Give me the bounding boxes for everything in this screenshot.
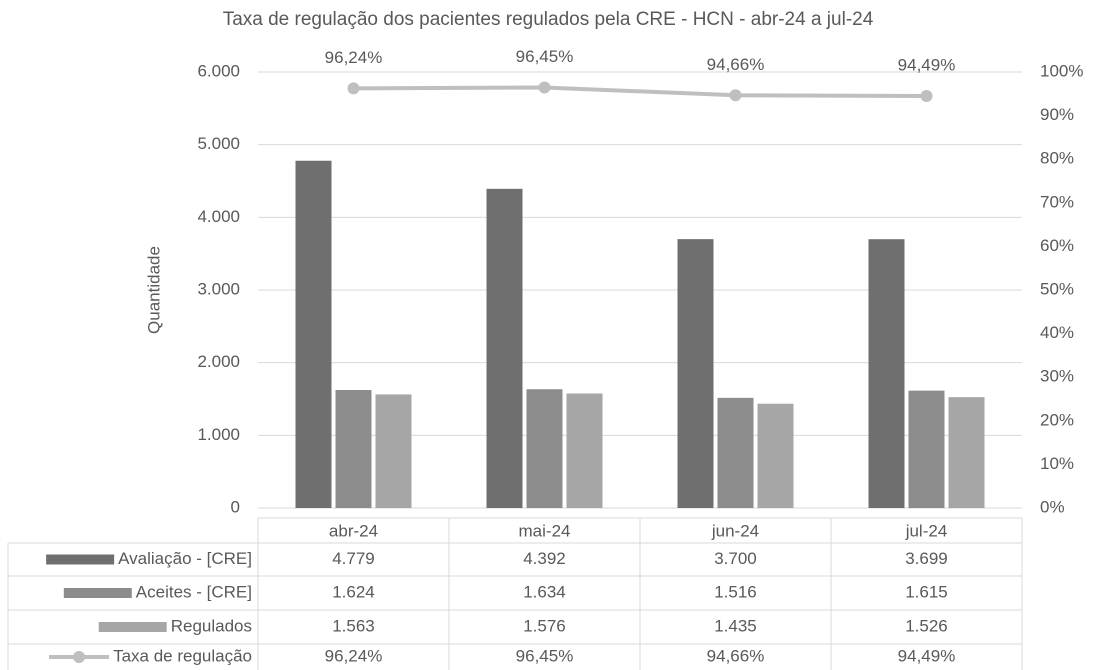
table-value: 96,45%: [516, 646, 574, 665]
legend-label: Taxa de regulação: [113, 646, 252, 665]
legend-label: Avaliação - [CRE]: [118, 549, 252, 568]
y2-tick-label: 50%: [1040, 279, 1074, 298]
bar: [526, 389, 563, 508]
line-marker: [920, 90, 933, 103]
data-label: 96,45%: [516, 47, 574, 66]
table-value: 3.699: [905, 549, 948, 568]
data-label: 96,24%: [325, 48, 383, 67]
table-value: 96,24%: [325, 646, 383, 665]
y2-tick-label: 30%: [1040, 367, 1074, 386]
y2-tick-label: 70%: [1040, 192, 1074, 211]
table-value: 94,66%: [707, 646, 765, 665]
x-tick-label: abr-24: [329, 521, 378, 540]
bar: [757, 403, 794, 508]
table-value: 1.435: [714, 616, 757, 635]
y-tick-label: 2.000: [197, 352, 240, 371]
line: [353, 85, 927, 99]
y2-tick-label: 90%: [1040, 105, 1074, 124]
y2-tick-label: 40%: [1040, 323, 1074, 342]
y2-tick-label: 10%: [1040, 454, 1074, 473]
y-tick-label: 0: [231, 497, 240, 516]
bar: [677, 239, 714, 508]
table-value: 94,49%: [898, 646, 956, 665]
table-value: 1.634: [523, 582, 566, 601]
y-tick-label: 5.000: [197, 134, 240, 153]
legend-key: [98, 622, 167, 632]
y-axis-title: Quantidade: [144, 246, 163, 334]
data-label: 94,49%: [898, 56, 956, 75]
x-tick-label: jul-24: [905, 521, 948, 540]
y-tick-label: 3.000: [197, 279, 240, 298]
bar: [908, 390, 945, 508]
table-value: 1.576: [523, 616, 566, 635]
y2-tick-label: 80%: [1040, 149, 1074, 168]
y-tick-label: 6.000: [197, 61, 240, 80]
bar: [868, 239, 905, 508]
table-value: 4.392: [523, 549, 566, 568]
data-label: 94,66%: [707, 55, 765, 74]
chart-title: Taxa de regulação dos pacientes regulado…: [223, 9, 874, 30]
table-value: 3.700: [714, 549, 757, 568]
y2-tick-label: 20%: [1040, 410, 1074, 429]
y2-tick-label: 100%: [1040, 61, 1083, 80]
bar: [486, 188, 523, 508]
table-value: 1.624: [332, 582, 375, 601]
x-tick-label: mai-24: [519, 521, 571, 540]
line-marker: [729, 89, 742, 102]
y-tick-label: 4.000: [197, 207, 240, 226]
legend-label: Regulados: [171, 616, 252, 635]
bar: [375, 394, 412, 508]
y2-tick-label: 0%: [1040, 497, 1065, 516]
legend-label: Aceites - [CRE]: [136, 582, 252, 601]
line-marker: [347, 82, 360, 95]
y2-tick-label: 60%: [1040, 236, 1074, 255]
x-tick-label: jun-24: [711, 521, 759, 540]
legend-key: [46, 554, 115, 565]
table-value: 1.563: [332, 616, 375, 635]
y-tick-label: 1.000: [197, 425, 240, 444]
table-value: 4.779: [332, 549, 375, 568]
table-value: 1.516: [714, 582, 757, 601]
bar: [948, 397, 985, 508]
legend-key: [63, 588, 132, 598]
legend-key: [73, 651, 86, 663]
bar: [717, 397, 754, 508]
table-value: 1.615: [905, 582, 948, 601]
table-value: 1.526: [905, 616, 948, 635]
bar: [335, 389, 372, 508]
bar: [566, 393, 603, 508]
bar: [295, 160, 332, 508]
line-marker: [538, 81, 551, 94]
